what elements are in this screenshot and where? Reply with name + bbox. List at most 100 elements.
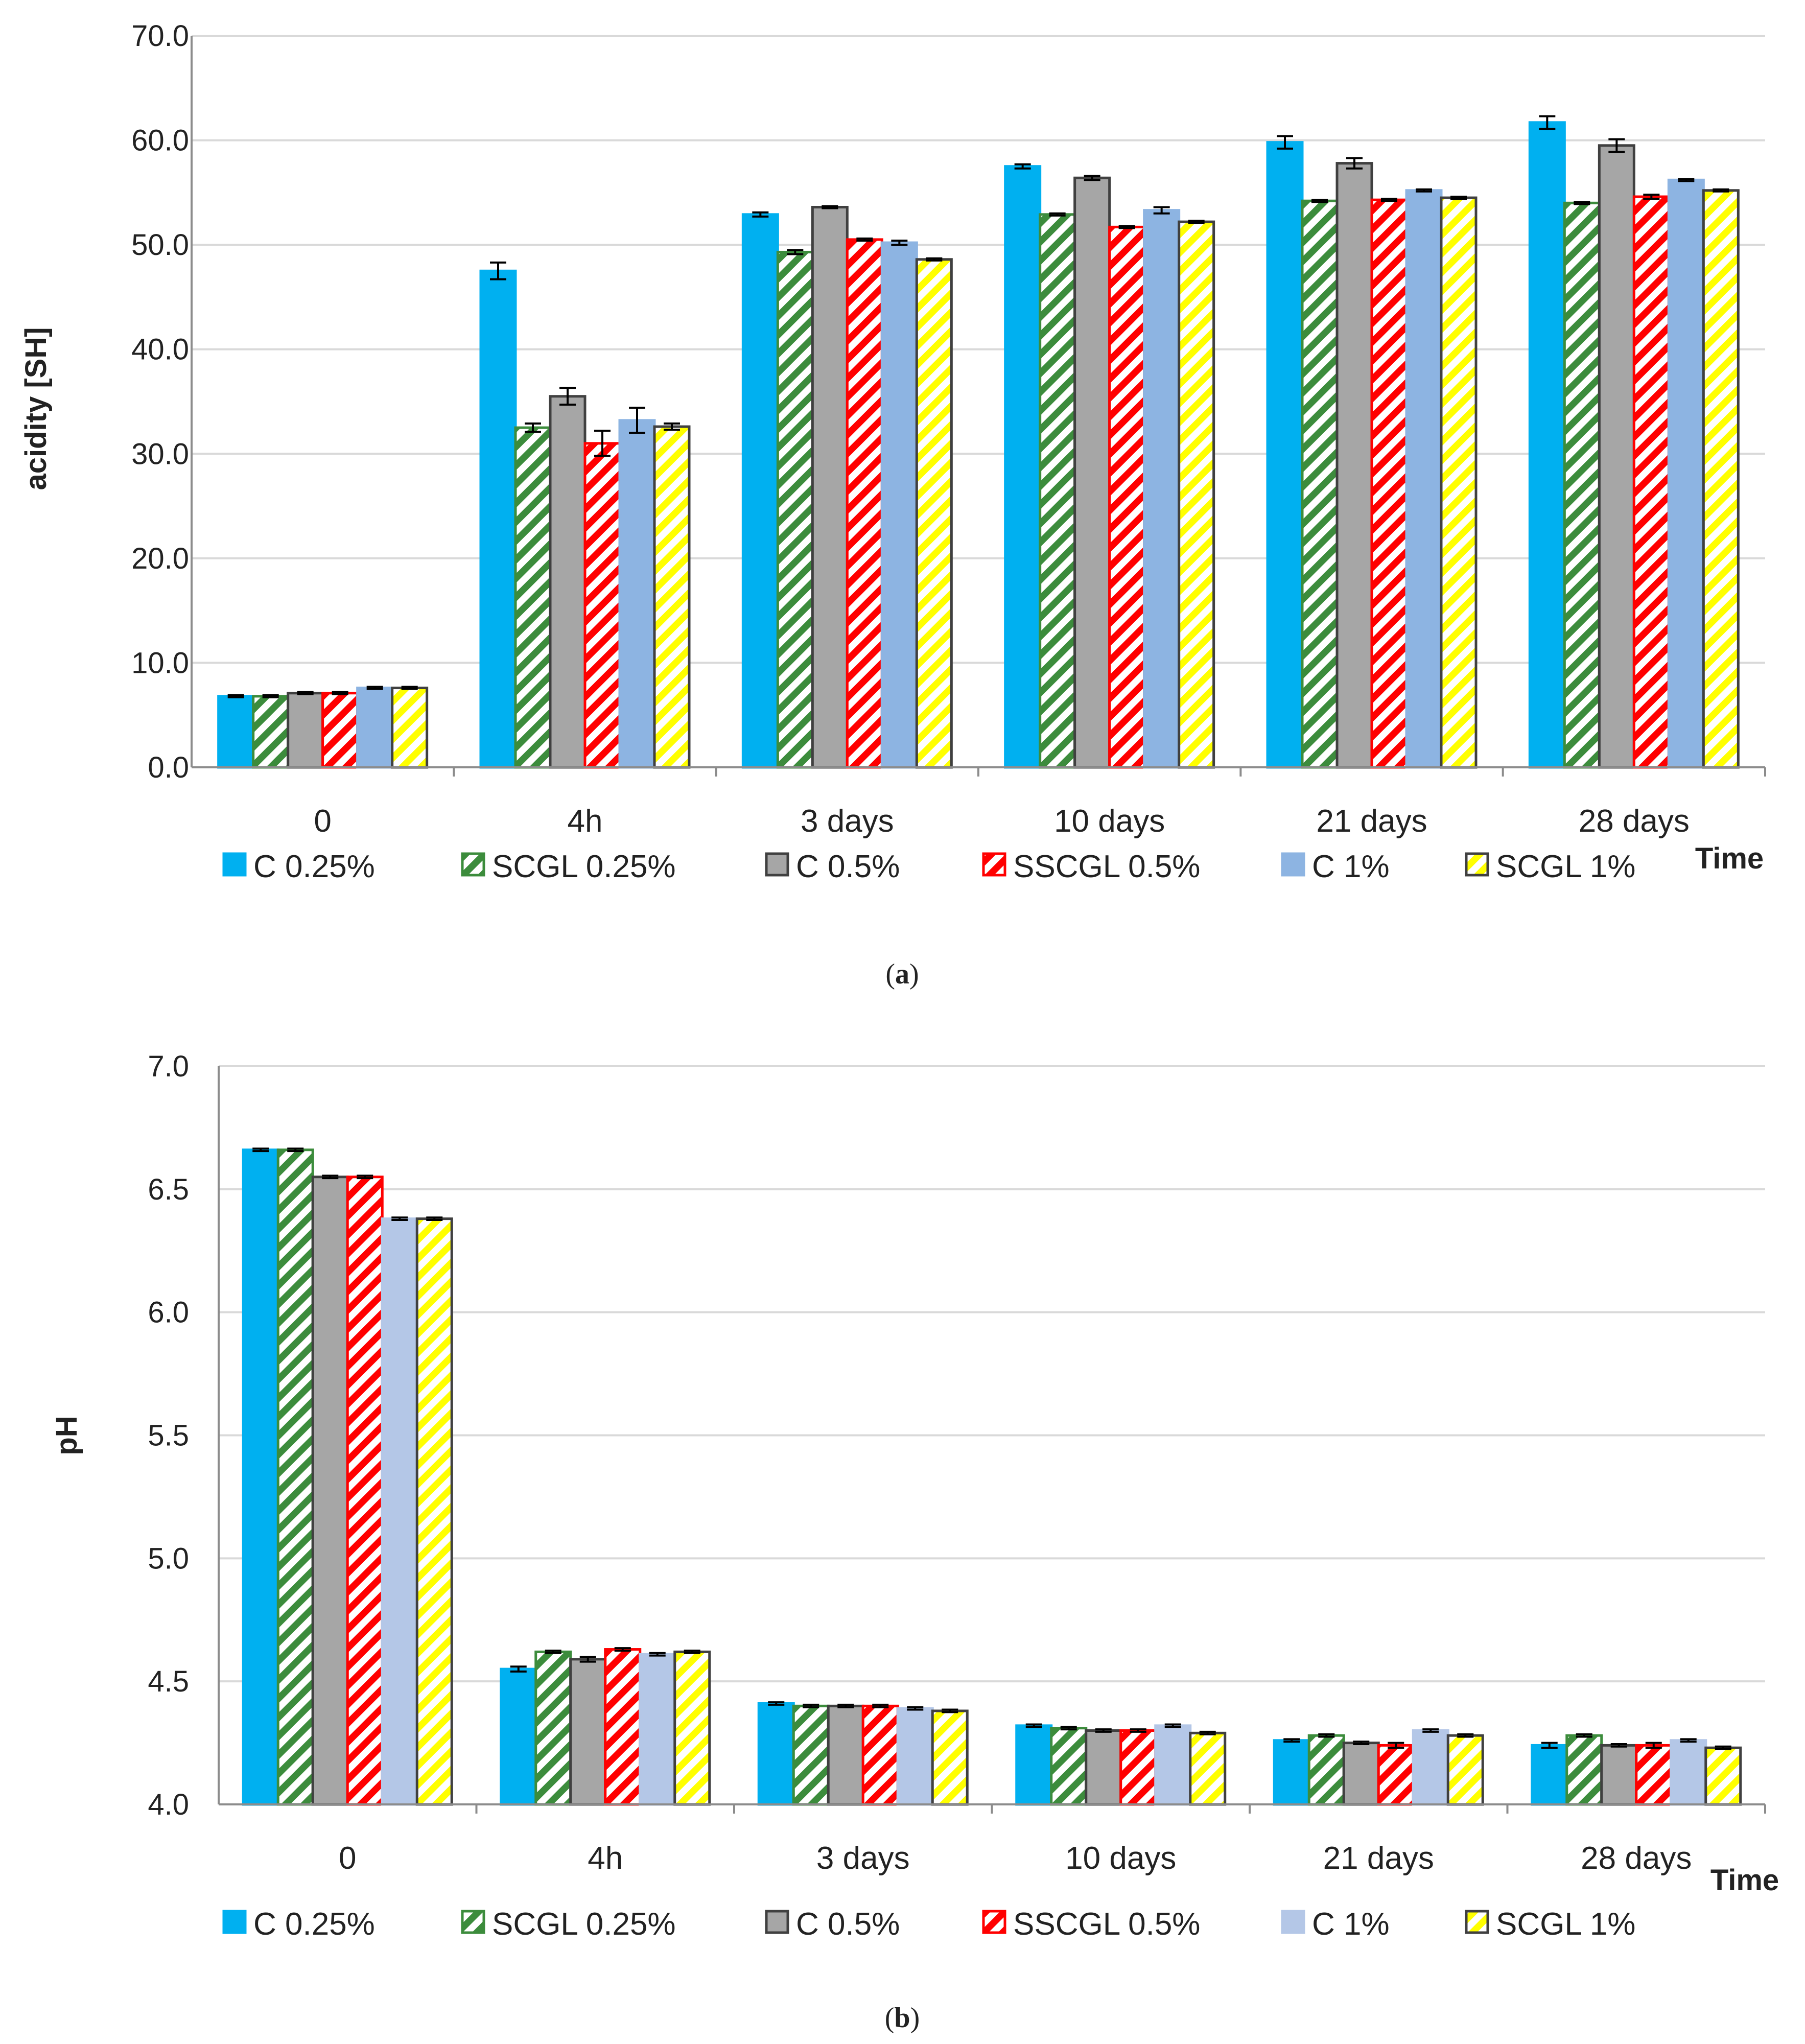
error-bar	[1713, 188, 1729, 193]
legend-label: SCGL 1%	[1496, 849, 1635, 884]
error-bar	[1188, 220, 1205, 224]
error-bar	[629, 407, 645, 434]
bar	[1600, 1744, 1638, 1806]
bar	[604, 1648, 642, 1806]
x-tick-label: 21 days	[1316, 804, 1427, 839]
legend-swatch	[461, 1910, 485, 1934]
legend-item: SCGL 1%	[1465, 1907, 1635, 1942]
caption-a: (a)	[885, 958, 919, 990]
legend-swatch	[1281, 1910, 1305, 1934]
x-tick-label: 10 days	[1054, 804, 1165, 839]
legend-swatch	[461, 852, 485, 877]
legend-item: C 0.5%	[765, 1907, 900, 1942]
ph-chart: 4.0 4.5 5.0 5.5 6.0 6.5 7.0 0 4h 3 days 10 days 21 …	[50, 1050, 1779, 2034]
y-tick-label: 30.0	[131, 437, 189, 471]
y-tick-label: 40.0	[131, 333, 189, 366]
bar	[1704, 1746, 1742, 1806]
bar	[827, 1704, 864, 1806]
bar	[1178, 220, 1215, 769]
bar	[1342, 1742, 1380, 1806]
error-bar	[1318, 1733, 1335, 1738]
error-bar	[1388, 1742, 1404, 1749]
axes	[218, 1066, 1766, 1814]
error-bar	[1574, 201, 1590, 205]
bar	[1632, 195, 1670, 769]
y-tick-label: 20.0	[131, 542, 189, 575]
error-bar	[1539, 115, 1556, 130]
error-bar	[1381, 198, 1397, 202]
legend-swatch	[982, 1910, 1006, 1934]
error-bar	[227, 694, 244, 698]
error-bar	[579, 1656, 596, 1663]
y-axis-label: pH	[50, 1416, 83, 1455]
error-bar	[490, 261, 506, 280]
error-bar	[1346, 157, 1363, 170]
legend-label: SCGL 0.25%	[492, 1907, 676, 1942]
y-tick-label: 5.5	[148, 1419, 189, 1452]
legend-swatch	[1465, 1910, 1489, 1934]
legend-item: C 1%	[1281, 849, 1390, 884]
y-tick-label: 60.0	[131, 124, 189, 157]
error-bar	[426, 1216, 443, 1221]
error-bar	[1164, 1723, 1181, 1728]
error-bar	[1025, 1723, 1042, 1728]
y-tick-label: 50.0	[131, 228, 189, 262]
bar	[880, 241, 918, 769]
bar	[639, 1653, 676, 1806]
gridlines	[219, 1065, 1765, 1683]
y-tick-label: 6.5	[148, 1173, 189, 1206]
bar	[1446, 1734, 1484, 1806]
bar	[1440, 196, 1478, 769]
bar	[1370, 198, 1408, 769]
error-bar	[391, 1216, 408, 1221]
error-bar	[1450, 196, 1467, 200]
error-bar	[1084, 175, 1100, 181]
tick-labels: 0.0 10.0 20.0 30.0 40.0 50.0 60.0 70.0 0 4h 3 days…	[131, 19, 1690, 839]
bar	[287, 692, 324, 769]
x-tick-label: 3 days	[801, 804, 894, 839]
error-bar	[942, 1708, 958, 1713]
error-bar	[1610, 1743, 1627, 1748]
tick-labels: 4.0 4.5 5.0 5.5 6.0 6.5 7.0 0 4h 3 days 10 days 21 …	[148, 1050, 1692, 1876]
bar	[1335, 162, 1373, 769]
error-bar	[1283, 1738, 1300, 1743]
caption-b-letter: b	[894, 2002, 910, 2034]
legend-label: SSCGL 0.5%	[1013, 849, 1200, 884]
bar	[217, 695, 255, 769]
error-bar	[856, 237, 873, 242]
bar	[931, 1709, 969, 1806]
error-bar	[357, 1174, 373, 1180]
bar	[1189, 1731, 1227, 1806]
error-bar	[1678, 178, 1695, 182]
legend-item: SSCGL 0.5%	[982, 1907, 1200, 1942]
bar	[391, 687, 429, 769]
bar	[653, 425, 691, 769]
error-bar	[401, 686, 418, 690]
error-bar	[822, 205, 838, 209]
bar	[1301, 199, 1339, 769]
legend-item: SSCGL 0.5%	[982, 849, 1200, 884]
error-bar	[297, 691, 314, 695]
x-tick-label: 3 days	[816, 1841, 910, 1876]
legend-label: SSCGL 0.5%	[1013, 1907, 1200, 1942]
bar	[1702, 189, 1740, 769]
error-bar	[684, 1649, 700, 1654]
legend-item: SCGL 1%	[1465, 849, 1635, 884]
gridlines	[192, 35, 1765, 664]
y-axis-label: acidity [SH]	[19, 327, 53, 490]
bar	[1050, 1727, 1088, 1806]
bar	[276, 1148, 314, 1806]
bar	[1667, 178, 1705, 769]
bar	[569, 1658, 607, 1806]
bar	[673, 1650, 711, 1806]
bar	[846, 238, 883, 769]
error-bar	[872, 1703, 889, 1708]
legend-label: SCGL 0.25%	[492, 849, 676, 884]
x-axis-label: Time	[1710, 1864, 1779, 1897]
caption-b: (b)	[885, 2002, 920, 2034]
bar	[1670, 1739, 1707, 1806]
error-bar	[891, 239, 908, 246]
legend-swatch	[765, 1910, 789, 1934]
error-bar	[664, 422, 680, 431]
y-tick-label: 6.0	[148, 1296, 189, 1329]
